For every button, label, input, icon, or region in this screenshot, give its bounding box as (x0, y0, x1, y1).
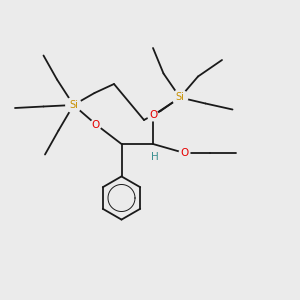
Text: H: H (151, 152, 158, 163)
Circle shape (65, 97, 82, 113)
Text: Si: Si (69, 100, 78, 110)
Text: Si: Si (176, 92, 184, 103)
Circle shape (149, 152, 160, 163)
Circle shape (90, 118, 102, 130)
Circle shape (172, 89, 188, 106)
Text: O: O (180, 148, 189, 158)
Circle shape (147, 110, 159, 122)
Text: O: O (92, 119, 100, 130)
Circle shape (178, 147, 190, 159)
Text: O: O (149, 110, 157, 121)
